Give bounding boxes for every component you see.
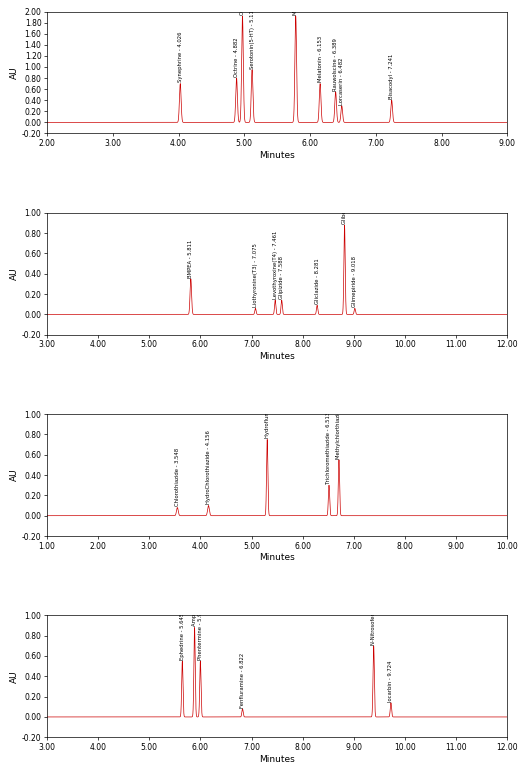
Text: Levothyroxine(T4) - 7.461: Levothyroxine(T4) - 7.461 <box>272 230 278 299</box>
Text: Gliclazide - 8.281: Gliclazide - 8.281 <box>315 258 320 304</box>
Text: Glipizide - 7.588: Glipizide - 7.588 <box>279 256 284 299</box>
Text: Hydroflumethiazide - 5.305: Hydroflumethiazide - 5.305 <box>265 366 270 439</box>
Text: Methylchlorthiazide - 6.708: Methylchlorthiazide - 6.708 <box>336 386 342 458</box>
Text: Amphetamine - 5.884: Amphetamine - 5.884 <box>192 568 197 626</box>
Y-axis label: AU: AU <box>10 468 19 482</box>
Text: Melatonin(5-MT) - 5.782: Melatonin(5-MT) - 5.782 <box>293 0 298 15</box>
Text: Fenfluramine - 6.822: Fenfluramine - 6.822 <box>240 652 245 707</box>
Text: Glimepiride - 9.018: Glimepiride - 9.018 <box>353 256 357 307</box>
Text: Lorcaserin - 6.482: Lorcaserin - 6.482 <box>339 57 344 104</box>
Text: Liothyronine(T3) - 7.075: Liothyronine(T3) - 7.075 <box>253 243 258 307</box>
Text: Octopan(5-HTP) - 4.972: Octopan(5-HTP) - 4.972 <box>240 0 245 15</box>
Text: N-Nitrosofenfluramine - 9.387: N-Nitrosofenfluramine - 9.387 <box>371 566 376 644</box>
Text: Serotonin(5-HT) - 5.118: Serotonin(5-HT) - 5.118 <box>249 6 255 68</box>
Text: HydroChlorothiazide - 4.156: HydroChlorothiazide - 4.156 <box>206 430 211 505</box>
Text: Trichloromethiazide - 6.513: Trichloromethiazide - 6.513 <box>326 412 332 484</box>
Text: Synephrine - 4.026: Synephrine - 4.026 <box>178 32 183 82</box>
X-axis label: Minutes: Minutes <box>259 554 295 562</box>
Text: Melatonin - 6.153: Melatonin - 6.153 <box>317 36 323 82</box>
X-axis label: Minutes: Minutes <box>259 352 295 361</box>
Text: Bisacodyl - 7.241: Bisacodyl - 7.241 <box>389 54 394 99</box>
Text: Chlorothiazide - 3.548: Chlorothiazide - 3.548 <box>175 449 180 506</box>
Text: Ephedrine - 5.645: Ephedrine - 5.645 <box>180 613 185 660</box>
Y-axis label: AU: AU <box>10 66 19 79</box>
Text: Iocarbin - 9.724: Iocarbin - 9.724 <box>389 660 393 701</box>
Y-axis label: AU: AU <box>10 267 19 280</box>
Text: Rauwolscine - 6.389: Rauwolscine - 6.389 <box>333 38 338 91</box>
Text: BMPEA - 5.811: BMPEA - 5.811 <box>188 240 194 277</box>
Y-axis label: AU: AU <box>10 670 19 683</box>
Text: Glibenclamide - 8.817: Glibenclamide - 8.817 <box>342 166 347 223</box>
Text: Phentermine - 5.998: Phentermine - 5.998 <box>198 606 203 660</box>
X-axis label: Minutes: Minutes <box>259 755 295 763</box>
Text: Octrine - 4.882: Octrine - 4.882 <box>234 37 239 77</box>
X-axis label: Minutes: Minutes <box>259 151 295 160</box>
